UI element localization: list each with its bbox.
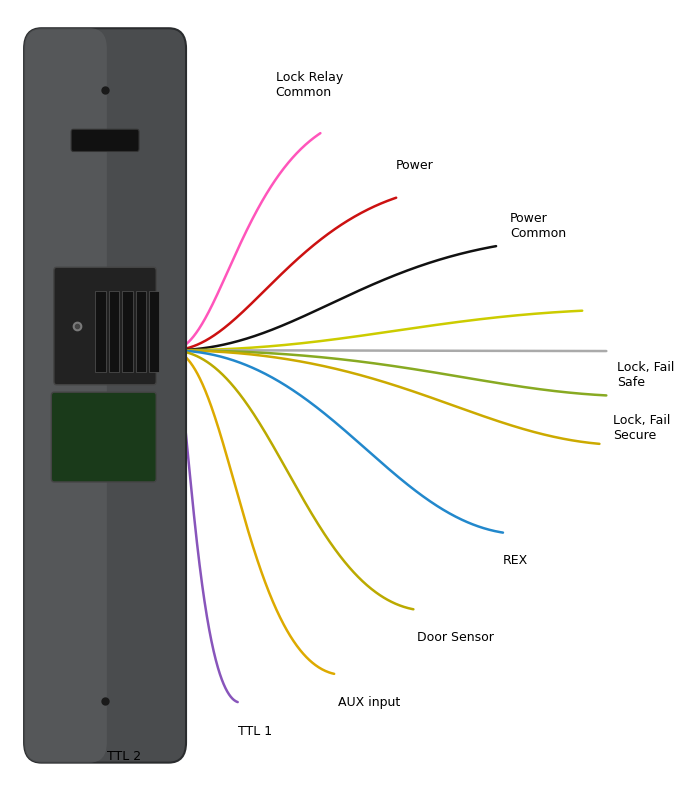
Text: Lock Relay
Common: Lock Relay Common	[276, 71, 343, 98]
Text: Lock, Fail
Safe: Lock, Fail Safe	[617, 362, 674, 389]
FancyBboxPatch shape	[54, 267, 156, 385]
Text: TTL 1: TTL 1	[238, 725, 272, 738]
FancyBboxPatch shape	[51, 392, 156, 482]
FancyBboxPatch shape	[24, 28, 107, 763]
FancyBboxPatch shape	[96, 291, 106, 372]
FancyBboxPatch shape	[149, 291, 159, 372]
Text: AUX input: AUX input	[338, 696, 400, 709]
Text: Power
Common: Power Common	[510, 212, 566, 240]
Text: REX: REX	[503, 554, 528, 567]
Text: Lock, Fail
Secure: Lock, Fail Secure	[613, 414, 670, 441]
FancyBboxPatch shape	[136, 291, 146, 372]
FancyBboxPatch shape	[71, 129, 139, 152]
FancyBboxPatch shape	[24, 28, 186, 763]
Text: Power: Power	[396, 159, 434, 172]
FancyBboxPatch shape	[109, 291, 119, 372]
Text: Door Sensor: Door Sensor	[417, 631, 494, 644]
FancyBboxPatch shape	[122, 291, 132, 372]
Text: TTL 2: TTL 2	[107, 751, 141, 763]
